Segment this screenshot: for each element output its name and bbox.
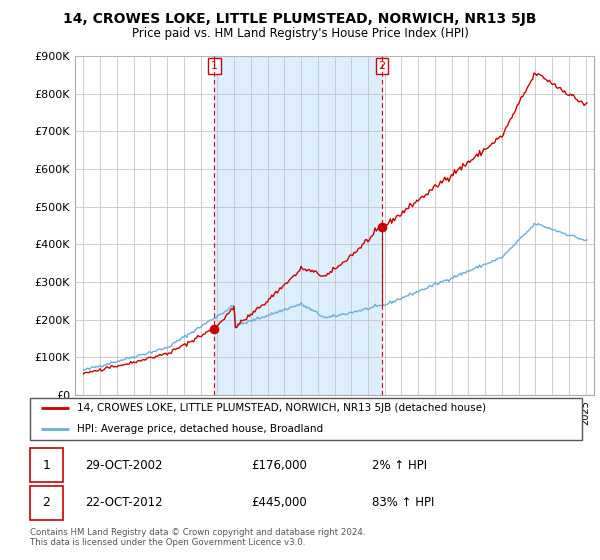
Text: HPI: Average price, detached house, Broadland: HPI: Average price, detached house, Broa…: [77, 424, 323, 434]
Text: 83% ↑ HPI: 83% ↑ HPI: [372, 496, 434, 510]
Text: 2: 2: [43, 496, 50, 510]
Text: £176,000: £176,000: [251, 459, 307, 472]
FancyBboxPatch shape: [30, 398, 582, 440]
Text: 2: 2: [379, 61, 385, 71]
Text: Contains HM Land Registry data © Crown copyright and database right 2024.
This d: Contains HM Land Registry data © Crown c…: [30, 528, 365, 547]
Text: 14, CROWES LOKE, LITTLE PLUMSTEAD, NORWICH, NR13 5JB (detached house): 14, CROWES LOKE, LITTLE PLUMSTEAD, NORWI…: [77, 403, 486, 413]
Text: 29-OCT-2002: 29-OCT-2002: [85, 459, 163, 472]
Text: 1: 1: [43, 459, 50, 472]
Bar: [214, 56, 382, 395]
Text: 1: 1: [211, 61, 218, 71]
FancyBboxPatch shape: [30, 448, 63, 483]
Text: 14, CROWES LOKE, LITTLE PLUMSTEAD, NORWICH, NR13 5JB: 14, CROWES LOKE, LITTLE PLUMSTEAD, NORWI…: [63, 12, 537, 26]
FancyBboxPatch shape: [30, 486, 63, 520]
Text: £445,000: £445,000: [251, 496, 307, 510]
Text: 22-OCT-2012: 22-OCT-2012: [85, 496, 163, 510]
Text: Price paid vs. HM Land Registry's House Price Index (HPI): Price paid vs. HM Land Registry's House …: [131, 27, 469, 40]
Text: 2% ↑ HPI: 2% ↑ HPI: [372, 459, 427, 472]
